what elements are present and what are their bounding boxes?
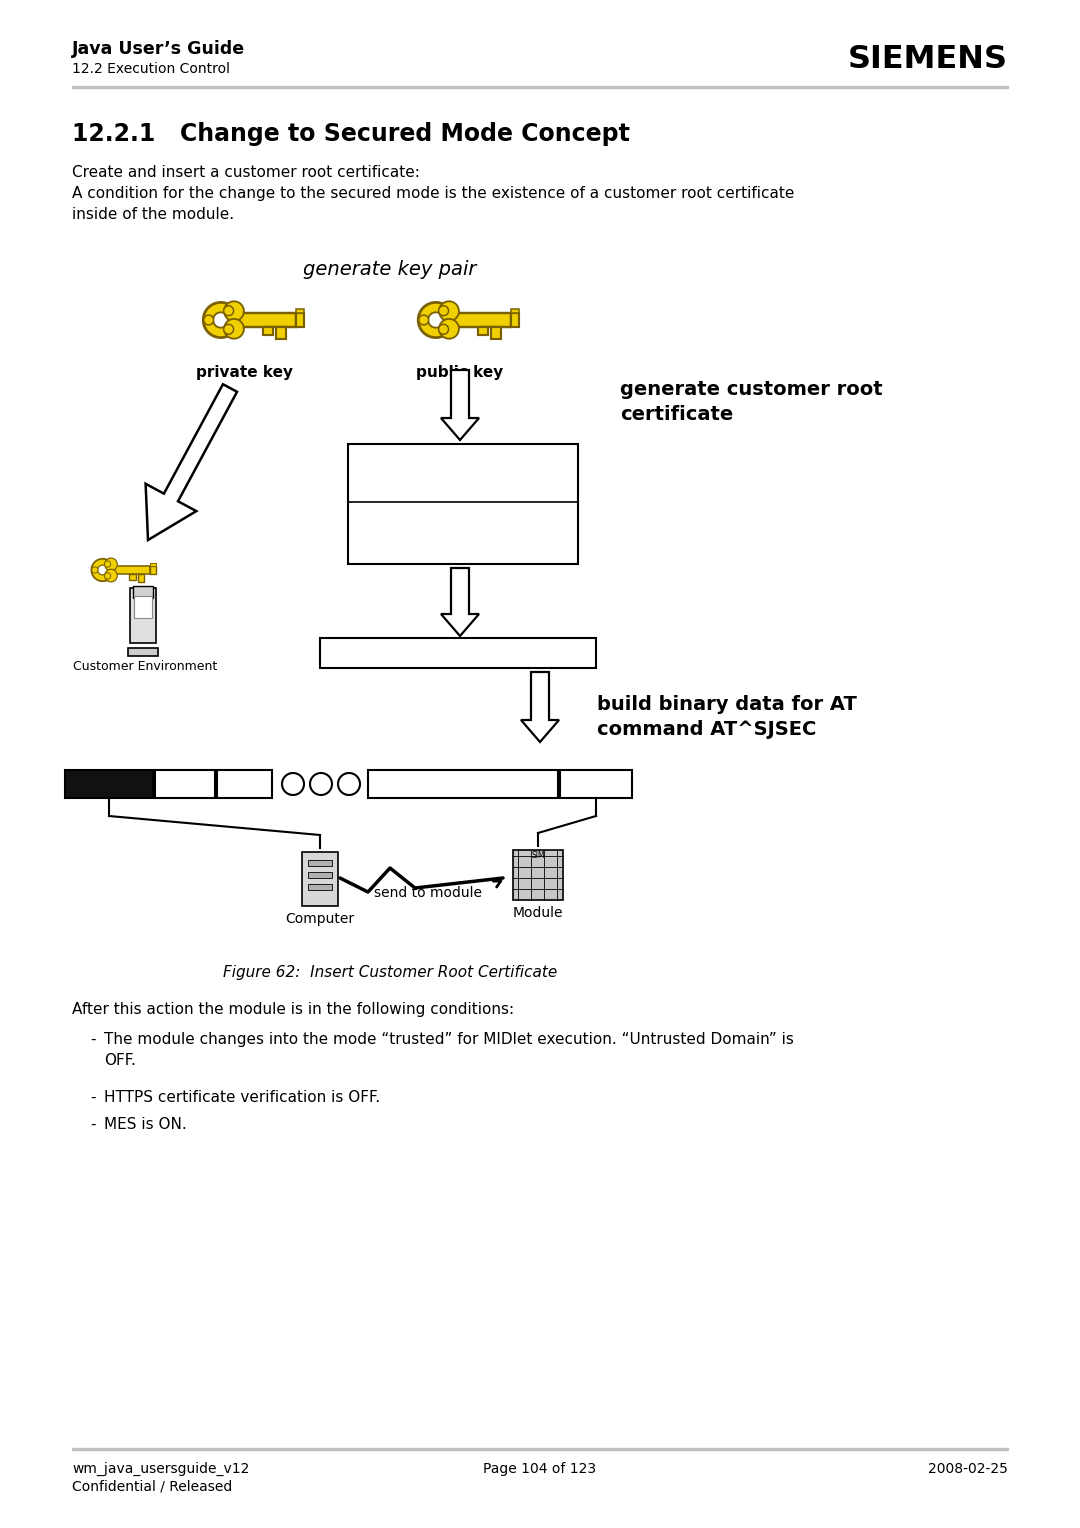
Circle shape [338, 773, 360, 795]
Bar [561, 770, 632, 798]
Circle shape [105, 558, 118, 570]
Bar [296, 309, 305, 313]
Text: Computer: Computer [285, 912, 354, 926]
Bar [275, 327, 286, 339]
Circle shape [92, 559, 113, 581]
Bar [113, 565, 150, 575]
Bar [72, 86, 1008, 89]
Text: AT^SJSEC: AT^SJSEC [72, 775, 145, 788]
Text: Figure 62:  Insert Customer Root Certificate: Figure 62: Insert Customer Root Certific… [222, 966, 557, 979]
Circle shape [419, 315, 429, 325]
Circle shape [310, 773, 332, 795]
Bar [490, 327, 501, 339]
Text: 12.2 Execution Control: 12.2 Execution Control [72, 63, 230, 76]
Circle shape [92, 567, 98, 573]
Circle shape [203, 303, 239, 338]
Circle shape [440, 301, 459, 321]
Text: generate customer root
certificate: generate customer root certificate [620, 380, 882, 423]
Text: build binary data for AT
command AT^SJSEC: build binary data for AT command AT^SJSE… [597, 695, 856, 740]
Bar [308, 872, 332, 879]
Text: send to module: send to module [374, 886, 482, 900]
Circle shape [105, 561, 110, 567]
Text: Confidential / Released: Confidential / Released [72, 1481, 232, 1494]
Text: After this action the module is in the following conditions:: After this action the module is in the f… [72, 1002, 514, 1018]
Text: public key: public key [417, 365, 503, 380]
Bar [150, 565, 156, 575]
Text: SIM: SIM [531, 851, 544, 860]
Bar [302, 853, 338, 906]
Bar [133, 587, 153, 597]
Text: binary  data of certificate: binary data of certificate [348, 643, 568, 659]
Text: -: - [90, 1089, 95, 1105]
Circle shape [428, 312, 444, 327]
Bar [239, 313, 296, 327]
Bar [134, 596, 152, 617]
Text: HTTPS certificate verification is OFF.: HTTPS certificate verification is OFF. [104, 1089, 380, 1105]
Polygon shape [441, 568, 480, 636]
Text: Page 104 of 123: Page 104 of 123 [484, 1462, 596, 1476]
Bar [217, 770, 272, 798]
Bar [308, 860, 332, 866]
Bar [308, 885, 332, 889]
Bar [368, 770, 558, 798]
Bar [130, 588, 156, 643]
Bar [320, 639, 596, 668]
Circle shape [440, 319, 459, 339]
Text: -: - [90, 1117, 95, 1132]
Text: generate key pair: generate key pair [303, 260, 476, 280]
Circle shape [418, 303, 454, 338]
Polygon shape [521, 672, 559, 743]
Text: public key from issuer of
the certificate: public key from issuer of the certificat… [355, 510, 526, 542]
Text: Customer Root Certificate: Customer Root Certificate [373, 457, 553, 471]
Bar [150, 562, 156, 565]
Polygon shape [146, 384, 237, 539]
Text: signature: signature [567, 776, 625, 788]
Circle shape [105, 573, 110, 579]
Text: wm_java_usersguide_v12: wm_java_usersguide_v12 [72, 1462, 249, 1476]
Text: cmd len: cmd len [160, 776, 211, 788]
Text: cmd id: cmd id [224, 776, 266, 788]
Circle shape [224, 306, 233, 316]
Bar [130, 575, 135, 579]
Text: -: - [90, 1031, 95, 1047]
Text: Customer Environment: Customer Environment [72, 660, 217, 672]
Bar [348, 445, 578, 564]
Bar [477, 327, 487, 336]
Text: Create and insert a customer root certificate:: Create and insert a customer root certif… [72, 165, 420, 180]
Bar [129, 648, 158, 656]
Circle shape [97, 565, 108, 575]
Text: binary data of certificate: binary data of certificate [386, 776, 541, 788]
Text: Module: Module [513, 906, 564, 920]
Text: A condition for the change to the secured mode is the existence of a customer ro: A condition for the change to the secure… [72, 186, 795, 222]
Circle shape [225, 319, 244, 339]
Text: Java User’s Guide: Java User’s Guide [72, 40, 245, 58]
Circle shape [438, 324, 448, 335]
Bar [296, 313, 305, 327]
Bar [65, 770, 153, 798]
Bar [454, 313, 511, 327]
Text: The module changes into the mode “trusted” for MIDlet execution. “Untrusted Doma: The module changes into the mode “truste… [104, 1031, 794, 1068]
Bar [511, 313, 519, 327]
Circle shape [225, 301, 244, 321]
Polygon shape [441, 370, 480, 440]
Bar [262, 327, 272, 336]
Bar [72, 1447, 1008, 1450]
Bar [513, 850, 563, 900]
Text: 2008-02-25: 2008-02-25 [928, 1462, 1008, 1476]
Text: SIEMENS: SIEMENS [848, 44, 1008, 75]
Text: (X.509): (X.509) [437, 474, 488, 487]
Circle shape [213, 312, 229, 327]
Circle shape [224, 324, 233, 335]
Circle shape [282, 773, 303, 795]
Bar [156, 770, 215, 798]
Circle shape [105, 570, 118, 582]
Bar [511, 309, 519, 313]
Text: 12.2.1   Change to Secured Mode Concept: 12.2.1 Change to Secured Mode Concept [72, 122, 630, 147]
Text: MES is ON.: MES is ON. [104, 1117, 187, 1132]
Circle shape [204, 315, 214, 325]
Circle shape [438, 306, 448, 316]
Bar [137, 575, 144, 582]
Text: private key: private key [197, 365, 294, 380]
